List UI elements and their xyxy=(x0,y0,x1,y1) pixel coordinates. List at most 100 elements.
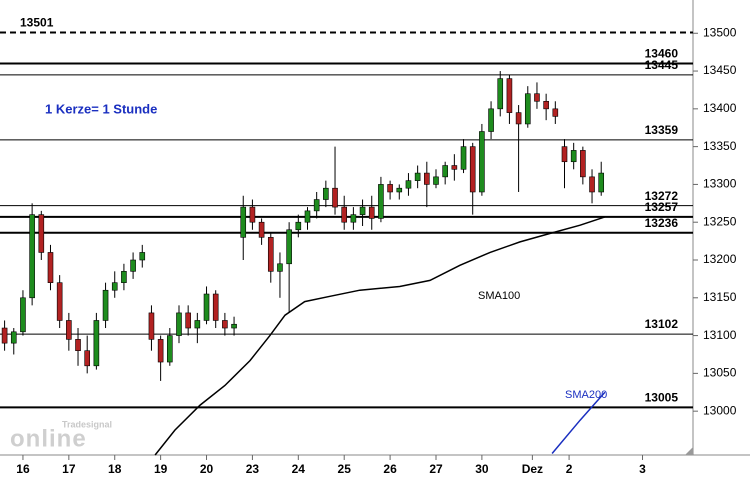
candle-body xyxy=(580,150,586,178)
candle-body xyxy=(304,210,311,223)
candle-body xyxy=(442,165,448,178)
candle-body xyxy=(10,331,17,344)
level-label: 13272 xyxy=(645,189,679,203)
candle-body xyxy=(1,327,8,344)
x-tick-label: 27 xyxy=(429,462,443,476)
x-tick-label: 17 xyxy=(62,462,76,476)
candle-body xyxy=(286,229,292,265)
candle-body xyxy=(185,312,191,329)
x-tick-label: 19 xyxy=(154,462,168,476)
candle-body xyxy=(589,176,595,193)
candle-body xyxy=(405,180,412,189)
candle-body xyxy=(524,93,531,125)
level-label: 13445 xyxy=(645,58,679,72)
candle-body xyxy=(341,206,348,223)
candle-body xyxy=(598,172,605,193)
x-tick-label: Dez xyxy=(522,462,543,476)
y-tick-label: 13250 xyxy=(703,214,737,228)
level-label: 13005 xyxy=(645,391,679,405)
x-tick-label: 16 xyxy=(16,462,30,476)
candle-body xyxy=(497,78,504,110)
y-tick-label: 13400 xyxy=(703,101,737,115)
y-tick-label: 13150 xyxy=(703,290,737,304)
candle-body xyxy=(515,112,522,125)
candle-body xyxy=(167,335,173,363)
candle-body xyxy=(29,214,35,299)
candle-body xyxy=(249,206,256,223)
candle-body xyxy=(148,312,155,340)
y-tick-label: 13050 xyxy=(703,366,737,380)
y-tick-label: 13200 xyxy=(703,252,737,266)
candle-body xyxy=(222,320,228,329)
y-tick-label: 13000 xyxy=(703,403,737,417)
candle-body xyxy=(506,78,513,113)
candle-body xyxy=(469,146,476,193)
candle-body xyxy=(66,320,72,340)
candle-body xyxy=(378,184,384,219)
candle-body xyxy=(130,259,136,272)
candle-body xyxy=(84,350,90,367)
sma100-label: SMA100 xyxy=(478,290,520,302)
level-label: 13236 xyxy=(645,216,679,230)
candle-body xyxy=(451,165,458,170)
candle-note: 1 Kerze= 1 Stunde xyxy=(45,101,157,116)
watermark-small: Tradesignal xyxy=(62,419,112,429)
y-tick-label: 13300 xyxy=(703,177,737,191)
candle-body xyxy=(359,206,366,215)
candle-body xyxy=(570,150,577,163)
candle-body xyxy=(203,293,210,321)
candle-body xyxy=(38,214,45,253)
x-tick-label: 3 xyxy=(639,462,646,476)
candle-body xyxy=(111,282,118,291)
candle-body xyxy=(47,252,54,283)
x-tick-label: 18 xyxy=(108,462,122,476)
candle-body xyxy=(139,252,146,261)
candle-body xyxy=(277,263,283,272)
candle-body xyxy=(350,214,357,223)
candle-body xyxy=(194,320,201,329)
x-tick-label: 2 xyxy=(566,462,573,476)
candle-body xyxy=(121,271,127,283)
candle-body xyxy=(323,187,329,200)
candle-body xyxy=(258,221,265,238)
y-tick-label: 13450 xyxy=(703,63,737,77)
candle-body xyxy=(176,312,182,336)
candle-body xyxy=(534,93,540,102)
candle-body xyxy=(75,339,81,351)
level-label: 13460 xyxy=(645,47,679,61)
level-label: 13501 xyxy=(20,16,54,30)
candle-body xyxy=(102,289,109,321)
scroll-arrow xyxy=(685,447,693,455)
candle-body xyxy=(212,293,219,321)
candle-body xyxy=(313,199,320,212)
candle-body xyxy=(240,206,247,238)
candle-body xyxy=(488,108,494,132)
level-label: 13257 xyxy=(645,200,679,214)
candle-body xyxy=(368,206,375,219)
y-tick-label: 13100 xyxy=(703,328,737,342)
candle-body xyxy=(396,187,403,193)
watermark: online xyxy=(10,425,87,452)
level-label: 13359 xyxy=(645,123,679,137)
candle-body xyxy=(460,146,467,170)
ma-line xyxy=(154,216,606,456)
ma-line xyxy=(551,391,606,454)
candle-body xyxy=(93,320,100,367)
x-tick-label: 25 xyxy=(338,462,352,476)
level-label: 13102 xyxy=(645,317,679,331)
candle-body xyxy=(543,100,549,110)
x-tick-label: 26 xyxy=(383,462,397,476)
candle-body xyxy=(231,323,237,329)
y-tick-label: 13350 xyxy=(703,139,737,153)
sma200-label: SMA200 xyxy=(565,389,607,401)
candle-body xyxy=(295,221,302,231)
candle-body xyxy=(561,146,568,163)
candle-body xyxy=(479,131,485,193)
candle-body xyxy=(433,176,439,185)
candle-body xyxy=(424,172,430,185)
candle-body xyxy=(332,187,338,208)
candle-body xyxy=(387,184,393,193)
x-tick-label: 20 xyxy=(200,462,214,476)
x-tick-label: 23 xyxy=(246,462,260,476)
